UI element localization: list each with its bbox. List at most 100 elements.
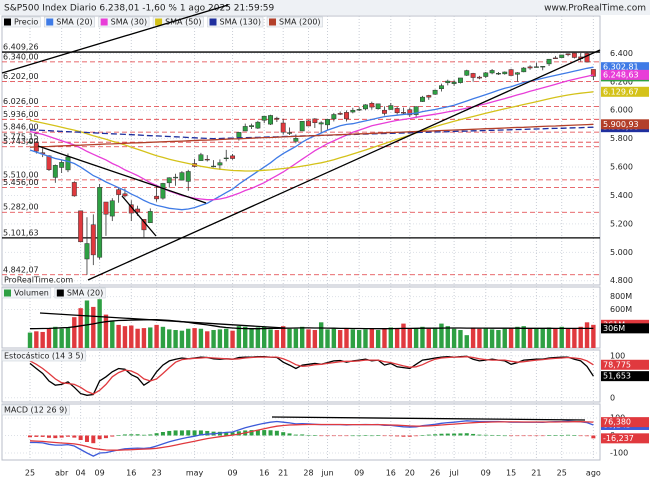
volume-bar <box>559 326 564 348</box>
histogram-bar <box>148 434 153 436</box>
candle-body <box>508 69 514 76</box>
series-line <box>29 356 594 395</box>
volume-bar <box>375 330 381 348</box>
y-tick-label: 0 <box>610 393 615 402</box>
legend-label: SMA (30) <box>111 18 147 27</box>
histogram-bar <box>40 435 45 437</box>
x-tick-label: jul <box>448 469 459 478</box>
candle-body <box>394 108 400 114</box>
volume-bar <box>211 330 216 348</box>
volume-bar <box>72 317 77 348</box>
volume-bar <box>192 328 197 348</box>
candle-body <box>356 109 362 111</box>
x-tick-label: 21 <box>278 469 288 478</box>
value-box-label: 6.129,67 <box>603 87 639 96</box>
volume-bar <box>439 323 444 348</box>
y-tick-label: 100 <box>610 351 625 360</box>
panel-frame <box>1 15 601 286</box>
y-tick-label: 6.000 <box>610 106 633 115</box>
volume-bar <box>578 326 583 348</box>
value-box <box>601 62 649 73</box>
value-box <box>601 69 649 80</box>
volume-bar <box>489 329 495 348</box>
candle-body <box>236 132 242 138</box>
histogram-bar <box>502 435 507 437</box>
histogram-bar <box>344 435 349 437</box>
candle-body <box>147 211 153 224</box>
volume-bar <box>148 327 153 348</box>
value-box-label: 76,380 <box>603 418 631 427</box>
legend-background <box>1 16 41 28</box>
histogram-bar <box>515 435 520 437</box>
volume-bar <box>243 326 248 348</box>
value-box-label: 51,653 <box>603 372 631 381</box>
candle-body <box>249 125 255 127</box>
histogram-bar <box>388 435 393 437</box>
histogram-bar <box>236 431 241 436</box>
x-tick-label: 20 <box>405 469 415 478</box>
x-tick-label: 28 <box>303 469 313 478</box>
candle-body <box>489 70 495 74</box>
candle-body <box>540 66 546 68</box>
candle-body <box>413 106 419 115</box>
trend-line <box>37 145 207 204</box>
volume-bar <box>205 331 210 348</box>
volume-bar <box>122 326 128 348</box>
x-tick-label: ago <box>586 469 601 478</box>
volume-bar <box>426 328 431 348</box>
legend-label: Precio <box>14 18 38 27</box>
histogram-bar <box>53 435 58 439</box>
candle-body <box>217 162 223 166</box>
candle-body <box>363 104 368 110</box>
candle-body <box>401 112 406 114</box>
series-line <box>29 74 594 201</box>
histogram-bar <box>287 433 292 436</box>
volume-bar <box>179 330 185 348</box>
level-label: 5.510,00 <box>3 170 39 179</box>
volume-bar <box>46 328 52 348</box>
candle-body <box>71 182 77 197</box>
volume-bar <box>274 330 280 348</box>
candle-body <box>299 121 305 132</box>
histogram-bar <box>585 435 590 437</box>
value-box-label: 78,775 <box>603 360 631 369</box>
histogram-bar <box>110 435 115 437</box>
legend-background <box>207 16 264 28</box>
y-tick-label: 5.400 <box>610 191 633 200</box>
y-tick-label: 5.000 <box>610 248 633 257</box>
candle-body <box>552 57 558 59</box>
level-label: 6.409,26 <box>3 43 39 52</box>
value-box-label: 6.248,63 <box>603 70 639 79</box>
volume-bar <box>483 328 488 348</box>
legend-label: Estocástico (14 3 5) <box>4 352 84 361</box>
candle-body <box>223 157 229 160</box>
histogram-bar <box>65 435 70 437</box>
legend-label: SMA (20) <box>67 289 103 298</box>
volume-bar <box>40 331 45 348</box>
histogram-bar <box>464 433 469 436</box>
volume-bar <box>515 326 520 348</box>
candle-body <box>514 72 520 75</box>
y-tick-label: 5.600 <box>610 163 633 172</box>
chart-title: S&P500 Index Diario 6.238,01 -1,60 % 1 a… <box>4 4 274 14</box>
legend-swatch <box>155 18 163 26</box>
candle-body <box>65 156 71 171</box>
candle-body <box>464 70 470 76</box>
volume-bar <box>141 328 147 348</box>
candle-body <box>173 176 179 179</box>
series-line <box>29 319 594 330</box>
candle-body <box>476 76 482 79</box>
x-tick-label: may <box>186 469 204 478</box>
histogram-bar <box>249 430 254 436</box>
volume-bar <box>268 329 273 348</box>
value-box <box>601 323 649 334</box>
candle-body <box>439 85 444 90</box>
candle-body <box>242 126 248 132</box>
volume-bar <box>299 326 305 348</box>
candle-body <box>204 158 210 161</box>
volume-bar <box>540 328 545 348</box>
legend-background <box>1 287 52 299</box>
y-tick-label: 5.800 <box>610 134 633 143</box>
volume-bar <box>508 328 514 348</box>
histogram-bar <box>471 433 476 436</box>
